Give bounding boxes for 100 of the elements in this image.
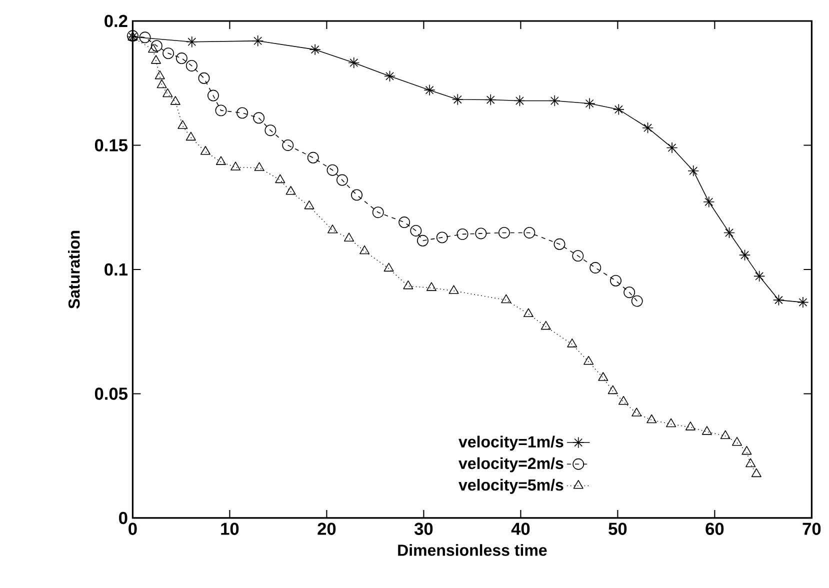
point bbox=[666, 142, 678, 154]
point bbox=[282, 140, 294, 151]
point bbox=[612, 104, 624, 116]
point bbox=[610, 274, 622, 286]
x-tick-label: 50 bbox=[608, 522, 627, 535]
y-axis-title: Saturation bbox=[68, 230, 80, 309]
point bbox=[475, 228, 487, 240]
legend-label: velocity=1m/s bbox=[458, 436, 564, 451]
point bbox=[236, 107, 248, 119]
point bbox=[230, 162, 241, 170]
point bbox=[207, 90, 219, 102]
point bbox=[344, 232, 354, 242]
y-tick-label: 0.05 bbox=[94, 388, 128, 400]
point bbox=[554, 238, 566, 250]
point bbox=[666, 418, 676, 428]
point bbox=[162, 88, 173, 98]
point bbox=[484, 94, 496, 106]
x-tick-label: 10 bbox=[221, 522, 239, 535]
x-tick-label: 0 bbox=[128, 522, 137, 535]
point bbox=[720, 430, 730, 440]
point bbox=[170, 96, 180, 105]
legend-label: velocity=2m/s bbox=[458, 457, 564, 472]
point bbox=[688, 165, 700, 177]
point bbox=[631, 295, 643, 307]
point bbox=[215, 104, 227, 116]
point bbox=[448, 285, 459, 294]
point bbox=[739, 249, 750, 261]
point bbox=[426, 282, 436, 291]
point bbox=[452, 94, 464, 106]
y-tick-label: 0.2 bbox=[104, 14, 128, 28]
x-tick-label: 60 bbox=[706, 522, 724, 535]
point bbox=[572, 250, 584, 262]
point bbox=[618, 396, 629, 405]
y-tick-label: 0.15 bbox=[94, 139, 128, 152]
point bbox=[702, 426, 712, 435]
point bbox=[584, 356, 594, 365]
point bbox=[632, 408, 642, 416]
point bbox=[200, 146, 210, 155]
point bbox=[514, 95, 526, 106]
point bbox=[286, 186, 296, 195]
point bbox=[186, 36, 198, 48]
point bbox=[216, 156, 226, 165]
point bbox=[326, 164, 338, 176]
y-tick-label: 0 bbox=[119, 512, 128, 524]
point bbox=[403, 280, 414, 290]
point bbox=[724, 226, 735, 238]
point bbox=[540, 320, 551, 330]
point bbox=[304, 200, 314, 210]
point bbox=[178, 120, 188, 129]
x-tick-label: 20 bbox=[318, 522, 336, 535]
legend-label: velocity=5m/s bbox=[458, 478, 564, 494]
point bbox=[150, 40, 162, 52]
x-tick-label: 40 bbox=[511, 522, 530, 535]
point bbox=[154, 70, 165, 80]
point bbox=[186, 60, 198, 72]
point bbox=[198, 72, 210, 84]
point bbox=[456, 228, 468, 240]
x-tick-label: 30 bbox=[414, 522, 433, 535]
point bbox=[646, 414, 657, 424]
point bbox=[732, 436, 742, 446]
point bbox=[501, 294, 512, 304]
x-tick-label: 70 bbox=[802, 522, 821, 535]
point bbox=[685, 422, 696, 430]
point bbox=[351, 189, 362, 201]
point bbox=[424, 84, 436, 96]
point bbox=[398, 216, 410, 228]
point bbox=[150, 55, 162, 64]
point bbox=[746, 458, 756, 468]
point bbox=[703, 196, 715, 208]
point bbox=[416, 234, 428, 246]
point bbox=[254, 162, 264, 171]
point bbox=[797, 296, 809, 308]
point bbox=[264, 124, 276, 136]
point bbox=[252, 35, 264, 47]
x-axis-title: Dimensionless time bbox=[398, 544, 547, 556]
point bbox=[498, 226, 510, 238]
point bbox=[156, 79, 167, 88]
point bbox=[584, 98, 596, 110]
point bbox=[751, 468, 762, 478]
point bbox=[162, 48, 174, 60]
point bbox=[590, 262, 602, 274]
point bbox=[384, 70, 396, 82]
point bbox=[176, 52, 188, 64]
point bbox=[384, 262, 394, 272]
point bbox=[523, 308, 534, 318]
point bbox=[608, 385, 618, 394]
point bbox=[253, 112, 265, 124]
point bbox=[336, 174, 348, 186]
point bbox=[742, 446, 752, 455]
point bbox=[186, 132, 196, 141]
point bbox=[624, 286, 636, 298]
point bbox=[548, 95, 560, 106]
point bbox=[328, 224, 338, 234]
y-tick-label: 0.1 bbox=[104, 263, 128, 276]
point bbox=[360, 245, 370, 254]
point bbox=[567, 338, 578, 348]
point bbox=[772, 294, 784, 306]
point bbox=[275, 174, 286, 184]
point bbox=[309, 44, 321, 56]
point bbox=[410, 224, 422, 236]
